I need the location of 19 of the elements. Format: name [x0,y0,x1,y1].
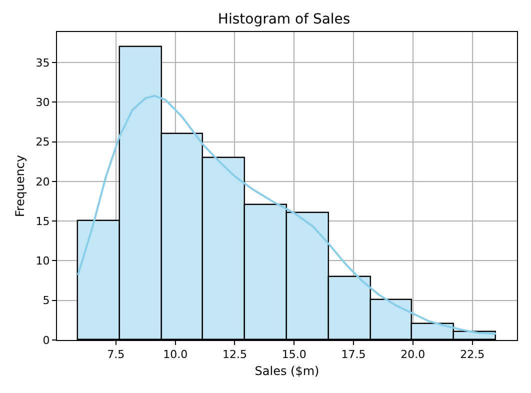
x-axis-title: Sales ($m) [254,364,320,378]
y-tick-label: 30 [36,96,50,110]
y-tick-label: 25 [36,136,50,149]
y-tick-label: 10 [36,254,50,268]
x-tick-label: 20.0 [400,348,426,362]
x-tick-label: 12.5 [222,348,247,362]
y-tick-label: 15 [36,214,50,228]
y-axis-title: Frequency [13,155,28,217]
y-tick-label: 5 [42,294,50,308]
x-tick-label: 10.0 [163,348,188,362]
y-tick-label: 35 [36,56,50,70]
x-tick-label: 7.5 [107,348,125,362]
y-tick-label: 20 [36,175,50,188]
line-series [76,94,498,335]
y-tick-label: 0 [42,334,50,347]
x-tick-label: 17.5 [341,348,366,362]
x-tick-label: 22.5 [460,348,485,362]
x-tick-label: 15.0 [282,348,306,362]
chart-title: Histogram of Sales [218,12,350,28]
